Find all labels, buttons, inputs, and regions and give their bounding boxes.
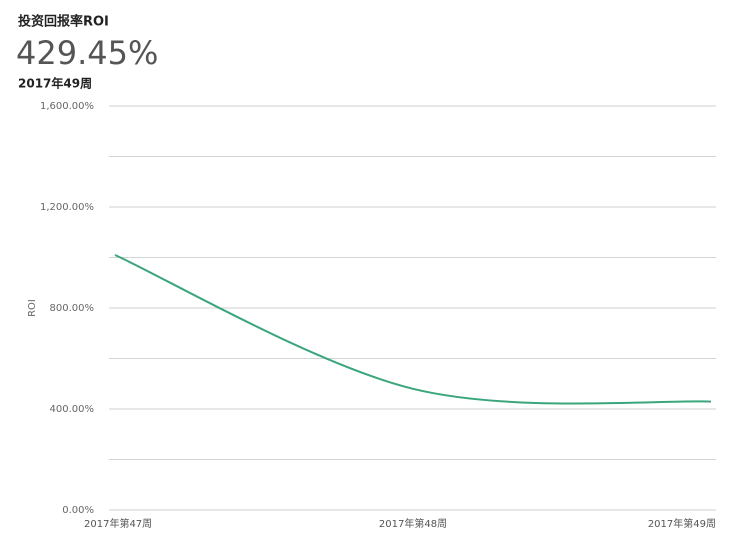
y-tick-label: 400.00% bbox=[50, 404, 95, 415]
y-axis-label: ROI bbox=[27, 299, 38, 317]
y-tick-label: 800.00% bbox=[50, 303, 95, 314]
chart-title: 投资回报率ROI bbox=[18, 14, 109, 30]
x-tick-label: 2017年第49周 bbox=[648, 517, 716, 530]
y-tick-label: 0.00% bbox=[62, 505, 94, 516]
chart-subtitle: 2017年49周 bbox=[18, 76, 92, 91]
data-line bbox=[114, 254, 712, 405]
y-tick-label: 1,200.00% bbox=[40, 202, 94, 213]
y-tick-label: 1,600.00% bbox=[40, 101, 94, 112]
x-tick-label: 2017年第48周 bbox=[379, 517, 447, 530]
x-tick-label: 2017年第47周 bbox=[84, 517, 152, 530]
headline-value: 429.45% bbox=[16, 34, 158, 72]
